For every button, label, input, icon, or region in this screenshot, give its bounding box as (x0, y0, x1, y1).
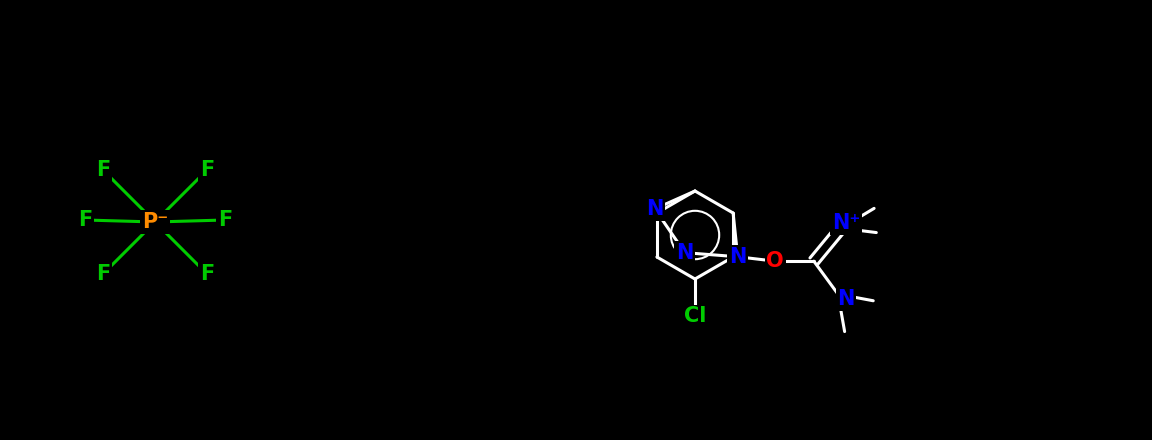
Text: F: F (96, 160, 111, 180)
Text: P⁻: P⁻ (142, 212, 168, 232)
Text: Cl: Cl (684, 306, 706, 326)
Text: N: N (676, 242, 694, 263)
Text: N: N (729, 247, 746, 267)
Text: F: F (78, 210, 92, 230)
Text: F: F (96, 264, 111, 284)
Text: N: N (838, 289, 855, 309)
Text: O: O (766, 251, 783, 271)
Text: F: F (200, 264, 214, 284)
Text: N: N (646, 199, 664, 219)
Text: F: F (218, 210, 232, 230)
Text: F: F (200, 160, 214, 180)
Text: N⁺: N⁺ (832, 213, 861, 233)
